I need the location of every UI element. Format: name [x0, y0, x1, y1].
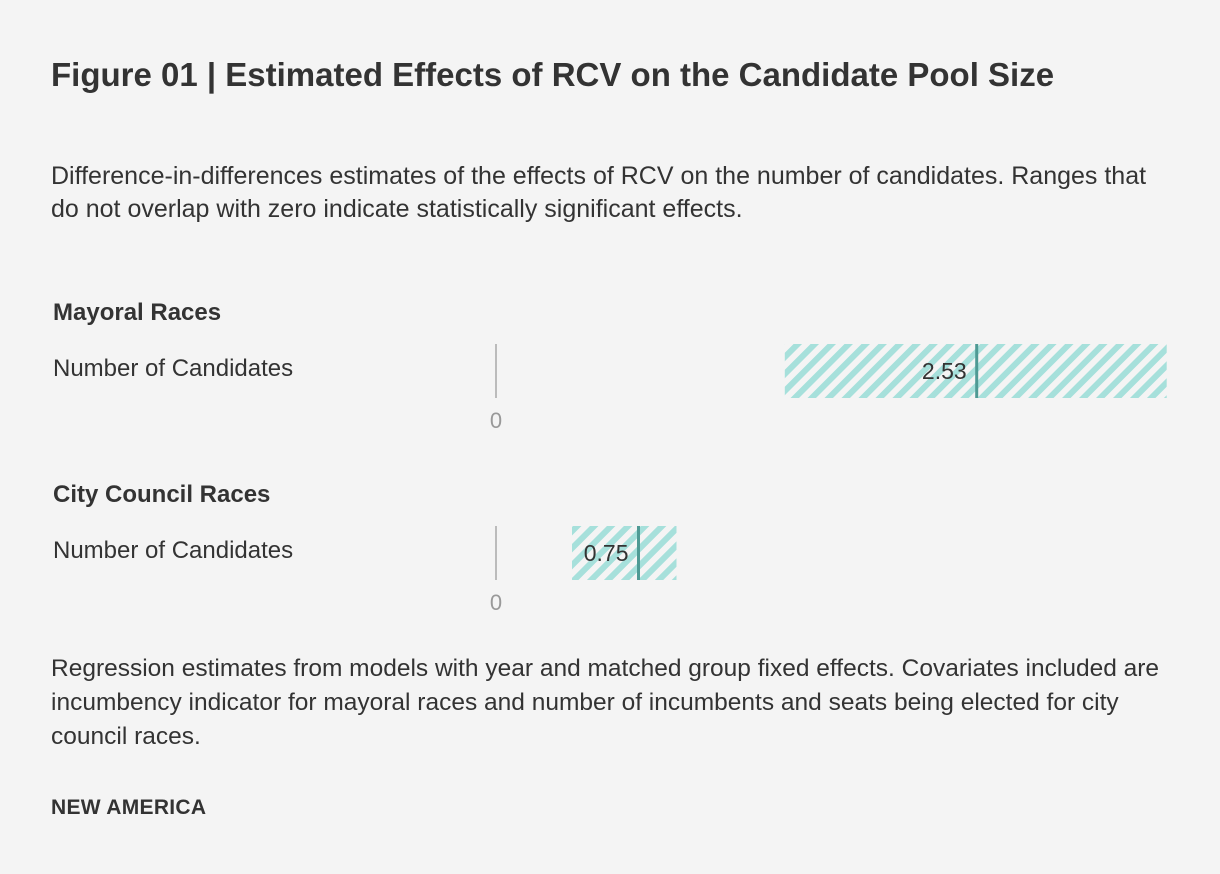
figure-subtitle: Difference-in-differences estimates of t… [51, 162, 1147, 223]
source-label: NEW AMERICA [51, 796, 207, 819]
confidence-interval-band [572, 526, 677, 580]
section-title-city-council: City Council Races [53, 481, 271, 508]
zero-tick-label: 0 [490, 408, 502, 433]
section-title-mayoral: Mayoral Races [53, 299, 222, 326]
figure-title: Figure 01 | Estimated Effects of RCV on … [51, 56, 1055, 93]
mayoral-chart: 02.53 [490, 344, 1167, 433]
city-council-chart: 00.75 [490, 526, 677, 615]
zero-tick-label: 0 [490, 590, 502, 615]
row-label-city-council: Number of Candidates [53, 537, 294, 564]
estimate-label: 0.75 [584, 540, 629, 566]
footnote: Regression estimates from models with ye… [51, 655, 1160, 750]
row-label-mayoral: Number of Candidates [53, 355, 294, 382]
estimate-label: 2.53 [922, 358, 967, 384]
